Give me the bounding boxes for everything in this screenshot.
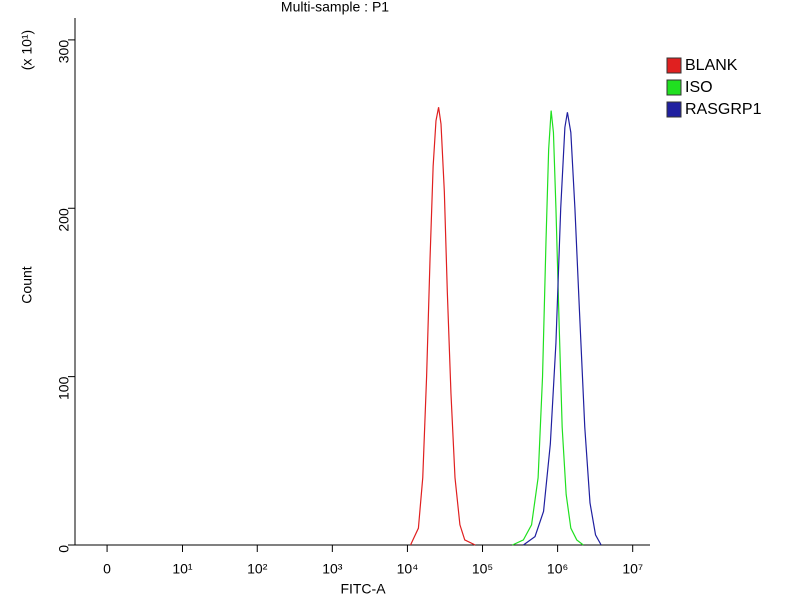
x-axis-label: FITC-A bbox=[340, 581, 386, 597]
x-tick-label: 0 bbox=[103, 561, 111, 577]
x-tick-label: 10³ bbox=[322, 561, 343, 577]
legend-label: BLANK bbox=[685, 57, 738, 74]
legend-swatch bbox=[666, 101, 682, 118]
legend-label: RASGRP1 bbox=[685, 101, 762, 118]
y-tick-label: 100 bbox=[56, 376, 72, 400]
x-tick-label: 10² bbox=[247, 561, 268, 577]
y-multiplier: (x 10¹) bbox=[19, 30, 35, 70]
series-line bbox=[409, 107, 476, 546]
x-tick-label: 10⁵ bbox=[472, 561, 493, 577]
y-tick-label: 200 bbox=[56, 208, 72, 232]
x-tick-label: 10⁴ bbox=[397, 561, 419, 577]
series-line bbox=[523, 112, 602, 546]
legend-swatch bbox=[666, 57, 682, 74]
y-axis-label: Count bbox=[19, 266, 35, 303]
x-tick-label: 10⁶ bbox=[547, 561, 568, 577]
series-line bbox=[512, 110, 584, 546]
y-tick-label: 0 bbox=[56, 545, 72, 553]
chart-title: Multi-sample : P1 bbox=[281, 0, 389, 15]
legend-swatch bbox=[666, 79, 682, 96]
x-tick-label: 10¹ bbox=[172, 561, 193, 577]
legend-label: ISO bbox=[685, 79, 713, 96]
x-tick-label: 10⁷ bbox=[622, 561, 643, 577]
y-tick-label: 300 bbox=[56, 40, 72, 64]
